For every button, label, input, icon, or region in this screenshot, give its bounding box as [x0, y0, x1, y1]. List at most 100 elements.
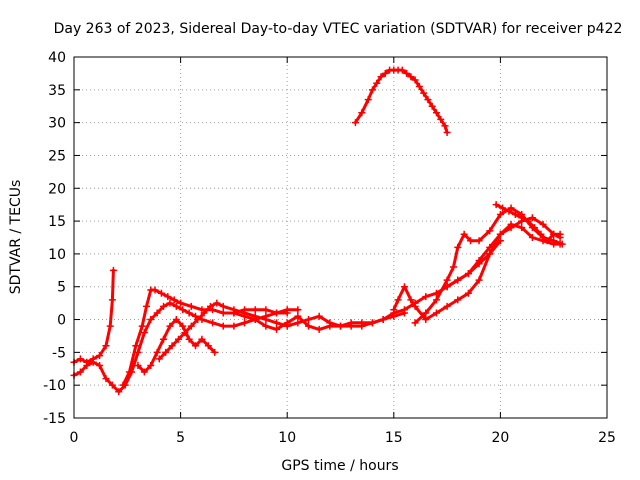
data-point — [273, 309, 281, 317]
data-point — [204, 342, 212, 350]
data-point — [155, 355, 163, 363]
data-point — [454, 276, 462, 284]
y-tick-label: 15 — [48, 214, 66, 230]
data-point — [294, 319, 302, 327]
y-tick-label: 0 — [57, 313, 66, 329]
data-point — [420, 89, 428, 97]
data-point — [179, 322, 187, 330]
data-point — [174, 335, 182, 343]
data-point — [411, 302, 419, 310]
series-track-a — [70, 299, 291, 396]
y-tick-label: -10 — [43, 378, 66, 394]
data-point — [157, 289, 165, 297]
data-point — [294, 306, 302, 314]
data-point — [76, 368, 84, 376]
data-point — [219, 322, 227, 330]
data-point — [181, 329, 189, 337]
data-point — [283, 306, 291, 314]
data-point — [449, 263, 457, 271]
series-line — [136, 318, 217, 374]
data-point — [125, 368, 133, 376]
data-point — [454, 243, 462, 251]
data-point — [83, 358, 91, 366]
data-point — [213, 299, 221, 307]
series-line — [72, 268, 115, 364]
data-point — [432, 296, 440, 304]
data-point — [305, 322, 313, 330]
data-point — [505, 207, 513, 215]
data-point — [537, 230, 545, 238]
data-point — [464, 289, 472, 297]
y-tick-label: 20 — [48, 181, 66, 197]
data-point — [132, 342, 140, 350]
data-point — [422, 309, 430, 317]
data-point — [187, 302, 195, 310]
data-point — [460, 230, 468, 238]
data-point — [347, 319, 355, 327]
data-point — [400, 306, 408, 314]
y-tick-label: -5 — [52, 345, 66, 361]
data-point — [373, 79, 381, 87]
data-point — [528, 234, 536, 241]
data-point — [305, 316, 313, 324]
x-tick-label: 20 — [491, 430, 509, 446]
data-point — [168, 342, 176, 350]
series-track-f — [230, 237, 504, 333]
data-point — [119, 381, 127, 389]
series-track-i — [443, 220, 564, 291]
data-point — [543, 237, 551, 245]
data-point — [162, 348, 170, 356]
data-point — [528, 214, 536, 222]
data-point — [432, 109, 440, 117]
data-point — [539, 220, 547, 228]
series-track-k — [351, 66, 451, 136]
data-point — [153, 309, 161, 317]
data-point — [198, 335, 206, 343]
y-tick-label: 10 — [48, 247, 66, 263]
data-point — [486, 243, 494, 251]
data-point — [443, 128, 451, 136]
data-point — [411, 319, 419, 327]
data-point — [368, 86, 376, 94]
data-point — [475, 256, 483, 264]
data-point — [160, 335, 168, 343]
data-point — [496, 230, 504, 238]
data-point — [358, 109, 366, 117]
data-point — [134, 361, 142, 369]
data-point — [518, 224, 526, 232]
x-axis-label: GPS time / hours — [281, 458, 398, 474]
data-point — [140, 368, 148, 376]
series-track-j — [492, 201, 564, 245]
data-point — [358, 319, 366, 327]
data-point — [422, 316, 430, 324]
data-point — [443, 283, 451, 291]
data-point — [206, 302, 214, 310]
x-tick-label: 10 — [278, 430, 296, 446]
series-line — [157, 301, 406, 361]
data-point — [415, 83, 423, 91]
x-tick-label: 25 — [598, 430, 616, 446]
data-point — [443, 276, 451, 284]
x-tick-label: 5 — [176, 430, 185, 446]
data-point — [164, 293, 172, 301]
data-point — [390, 306, 398, 314]
data-point — [394, 296, 402, 304]
series-line — [392, 216, 562, 321]
data-point — [166, 299, 174, 307]
series-line — [413, 206, 564, 325]
series-track-g — [390, 214, 564, 324]
y-tick-label: 35 — [48, 83, 66, 99]
data-point — [464, 270, 472, 278]
data-point — [230, 309, 238, 317]
data-point — [475, 237, 483, 245]
data-point — [160, 302, 168, 310]
data-point — [524, 217, 532, 225]
data-point — [507, 220, 515, 228]
data-point — [108, 296, 116, 304]
y-tick-label: -15 — [43, 411, 66, 427]
data-point — [486, 250, 494, 258]
data-point — [283, 319, 291, 327]
data-point — [398, 66, 406, 74]
data-point — [273, 325, 281, 333]
